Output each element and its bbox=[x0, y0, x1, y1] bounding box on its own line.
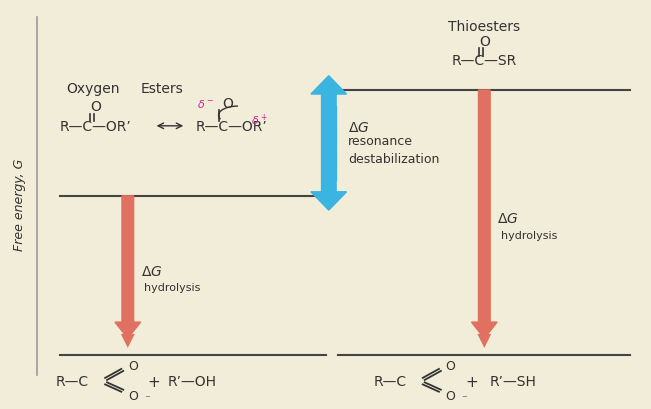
Text: Oxygen: Oxygen bbox=[66, 82, 120, 96]
Text: R’—OH: R’—OH bbox=[168, 374, 217, 388]
Text: $\mathit{\Delta}G$: $\mathit{\Delta}G$ bbox=[497, 212, 519, 226]
Text: +: + bbox=[147, 374, 160, 389]
Text: $\mathit{\Delta}G$: $\mathit{\Delta}G$ bbox=[348, 120, 370, 134]
Text: Free energy, G: Free energy, G bbox=[13, 158, 26, 250]
Text: O: O bbox=[90, 100, 101, 114]
Text: $\mathit{\Delta}G$: $\mathit{\Delta}G$ bbox=[141, 265, 162, 279]
Text: O: O bbox=[222, 97, 232, 111]
Text: O: O bbox=[479, 35, 490, 49]
Text: Thioesters: Thioesters bbox=[449, 20, 520, 34]
Text: resonance: resonance bbox=[348, 135, 413, 148]
Text: hydrolysis: hydrolysis bbox=[501, 230, 557, 240]
Text: ⁻: ⁻ bbox=[144, 394, 150, 404]
Text: O: O bbox=[446, 359, 456, 372]
Text: O: O bbox=[128, 389, 138, 402]
Text: destabilization: destabilization bbox=[348, 153, 439, 166]
Text: R—C—OR’: R—C—OR’ bbox=[196, 119, 268, 133]
Text: R’—SH: R’—SH bbox=[490, 374, 537, 388]
Text: ⁻: ⁻ bbox=[462, 394, 467, 404]
Text: R—C: R—C bbox=[374, 374, 406, 388]
Text: R—C: R—C bbox=[56, 374, 89, 388]
FancyArrow shape bbox=[311, 76, 346, 192]
Text: +: + bbox=[465, 374, 478, 389]
Text: O: O bbox=[446, 389, 456, 402]
Text: Esters: Esters bbox=[141, 82, 184, 96]
Text: O: O bbox=[128, 359, 138, 372]
FancyArrow shape bbox=[311, 95, 346, 211]
Text: hydrolysis: hydrolysis bbox=[144, 283, 201, 293]
FancyArrow shape bbox=[471, 91, 497, 339]
Text: $\mathit{\delta^-}$: $\mathit{\delta^-}$ bbox=[197, 98, 214, 110]
Bar bbox=[322, 107, 336, 180]
Text: R—C—SR: R—C—SR bbox=[452, 54, 517, 68]
Text: $\mathit{\delta^+}$: $\mathit{\delta^+}$ bbox=[251, 113, 268, 128]
Text: R—C—OR’: R—C—OR’ bbox=[59, 119, 132, 133]
FancyArrow shape bbox=[115, 196, 141, 339]
